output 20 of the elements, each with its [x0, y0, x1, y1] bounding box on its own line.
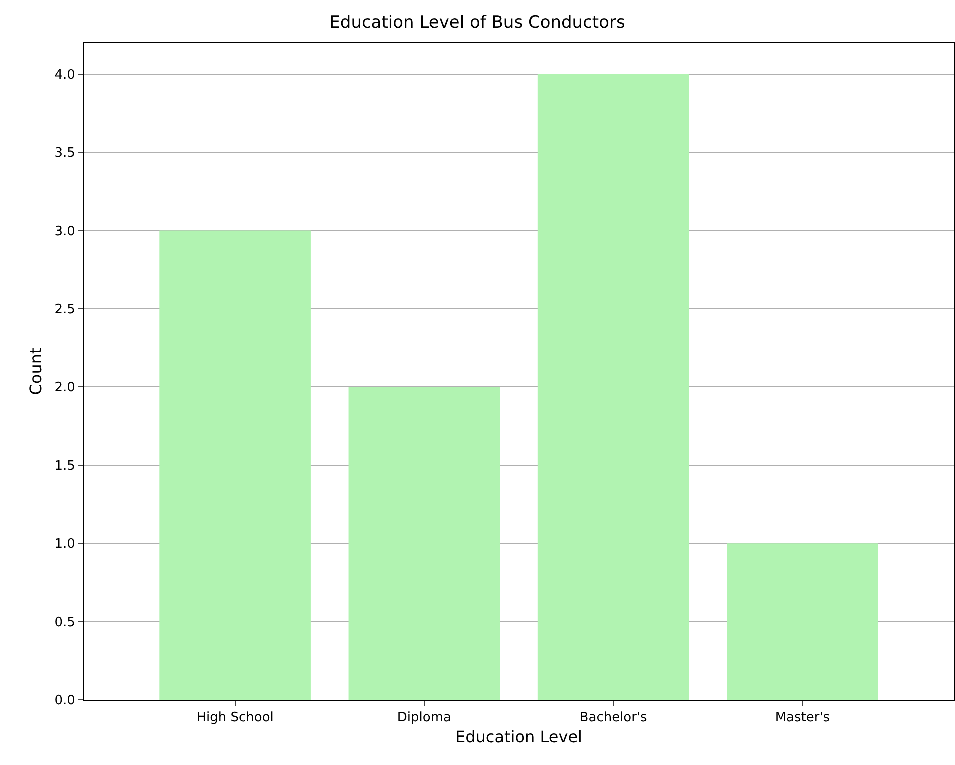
y-tick-label: 4.0 [54, 68, 76, 83]
y-tick-label: 0.0 [54, 694, 76, 709]
bar [538, 74, 690, 700]
y-tick-label: 3.5 [54, 146, 76, 162]
chart-title: Education Level of Bus Conductors [330, 12, 626, 33]
y-tick-label: 1.0 [54, 537, 76, 552]
x-tick-label: Master's [775, 710, 830, 726]
x-tick-label: Bachelor's [580, 710, 648, 726]
y-tick-label: 2.5 [54, 302, 76, 318]
x-tick-label: Diploma [397, 710, 452, 726]
x-tick-label: High School [196, 710, 274, 726]
y-tick-label: 0.5 [54, 615, 76, 630]
y-axis-title: Count [26, 348, 46, 396]
y-tick-label: 2.0 [54, 380, 76, 396]
bar [348, 387, 500, 700]
x-axis-title: Education Level [456, 727, 582, 746]
y-tick-label: 1.5 [54, 458, 76, 474]
y-tick-label: 3.0 [54, 224, 76, 240]
bar [727, 544, 878, 700]
bar [160, 230, 311, 700]
